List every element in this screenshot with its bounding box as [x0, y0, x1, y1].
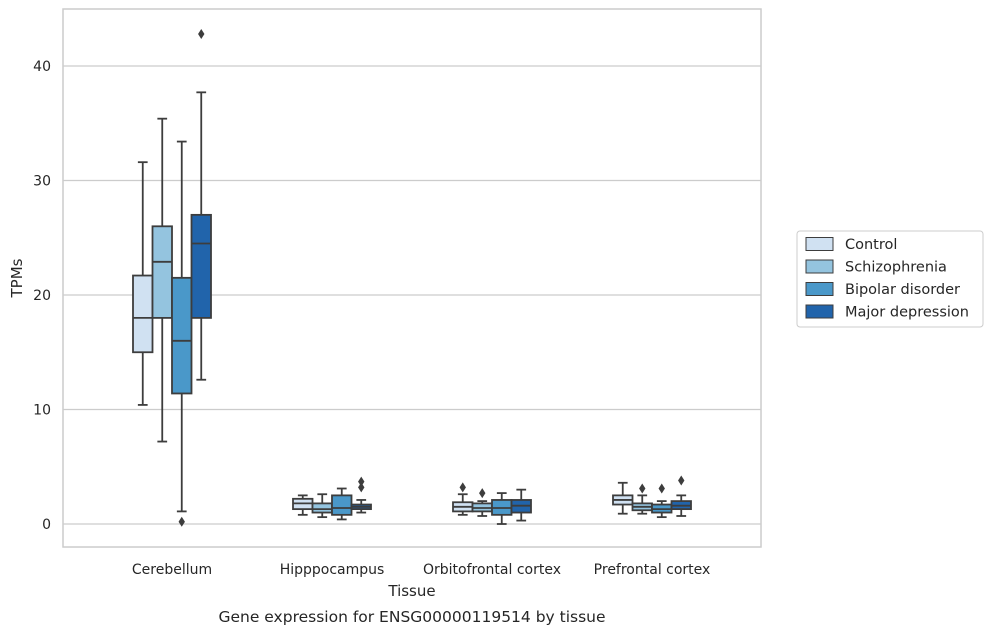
legend-item: Control [805, 237, 897, 253]
outlier-point [639, 483, 646, 494]
outlier-point [178, 516, 185, 527]
box-body [151, 225, 173, 319]
box [651, 483, 673, 519]
plot-frame [62, 8, 762, 548]
outlier-point [358, 476, 365, 487]
box-plots [132, 28, 692, 527]
outlier-point [479, 488, 486, 499]
box [631, 483, 653, 515]
box-body [331, 494, 353, 516]
legend-swatch [805, 259, 834, 274]
box-body [132, 274, 154, 354]
x-axis-label: Tissue [387, 582, 435, 600]
box [471, 488, 493, 517]
box [190, 28, 212, 381]
box [491, 492, 513, 525]
box [350, 476, 372, 514]
box [292, 494, 314, 516]
legend-item: Bipolar disorder [805, 282, 960, 298]
outlier-point [459, 482, 466, 493]
y-tick-label: 30 [33, 174, 51, 190]
legend-frame [796, 230, 984, 328]
box [510, 488, 532, 522]
y-tick-labels: 0 10 20 30 40 [33, 59, 51, 533]
box [452, 482, 474, 516]
legend-item: Major depression [805, 304, 969, 321]
box [331, 487, 353, 521]
x-tick-label: Prefrontal cortex [594, 562, 711, 578]
x-tick-label: Cerebellum [132, 562, 212, 578]
outlier-point [678, 475, 685, 486]
legend-label: Bipolar disorder [845, 282, 960, 298]
legend-swatch [805, 237, 834, 251]
outlier-point [358, 482, 365, 493]
box-body [311, 502, 333, 514]
y-tick-label: 10 [33, 403, 51, 419]
legend-swatch [805, 282, 834, 296]
x-tick-labels: Cerebellum Hipppocampus Orbitofrontal cort… [132, 562, 710, 578]
y-tick-label: 40 [33, 59, 51, 75]
x-tick-label: Hipppocampus [280, 562, 385, 578]
legend-item: Schizophrenia [805, 259, 947, 276]
outlier-point [198, 28, 205, 39]
legend-label: Schizophrenia [845, 260, 947, 276]
outlier-point [658, 483, 665, 494]
y-axis-label: TPMs [8, 258, 26, 298]
box [151, 117, 173, 443]
x-tick-label: Orbitofrontal cortex [423, 562, 561, 578]
box [670, 475, 692, 517]
box-body [190, 213, 212, 319]
legend: Control Schizophrenia Bipolar disorder Majo… [796, 230, 984, 328]
box [132, 161, 154, 406]
box [171, 140, 193, 527]
legend-swatch [805, 304, 834, 319]
chart-caption: Gene expression for ENSG00000119514 by t… [218, 608, 605, 626]
legend-label: Control [845, 237, 897, 253]
box [311, 493, 333, 519]
legend-label: Major depression [845, 305, 969, 321]
y-tick-label: 0 [42, 517, 51, 533]
y-tick-label: 20 [33, 288, 51, 304]
box-body [171, 276, 193, 395]
box [612, 481, 634, 515]
